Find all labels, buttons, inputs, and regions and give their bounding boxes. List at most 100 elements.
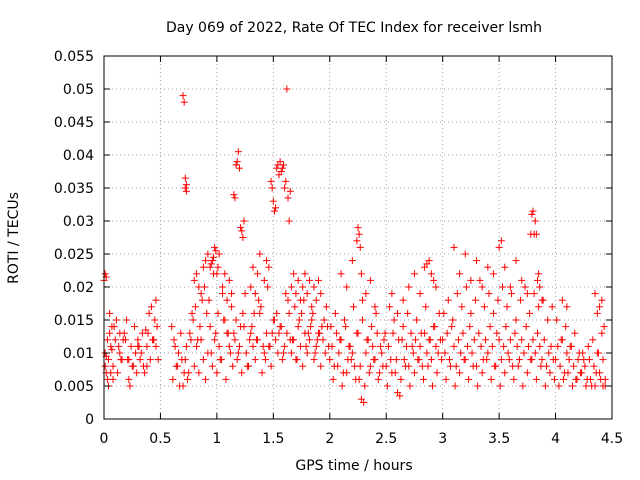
data-point	[247, 329, 255, 337]
data-point	[223, 329, 231, 337]
data-point	[360, 399, 368, 406]
data-point	[450, 243, 458, 251]
y-tick-label: 0.03	[63, 214, 94, 230]
data-point	[432, 283, 440, 291]
data-point	[404, 309, 412, 317]
data-point	[494, 296, 502, 304]
data-point	[489, 270, 497, 278]
data-point	[352, 375, 360, 383]
data-point	[178, 356, 186, 364]
data-point	[546, 369, 554, 377]
data-point	[334, 362, 342, 370]
data-point	[355, 230, 363, 238]
data-point	[230, 191, 238, 199]
data-point	[214, 309, 222, 317]
data-point	[240, 217, 248, 225]
x-tick-label: 2.5	[375, 431, 397, 447]
data-point	[235, 164, 243, 172]
data-point	[512, 257, 520, 265]
data-point	[241, 290, 249, 298]
data-point	[250, 309, 258, 317]
data-point	[299, 283, 307, 291]
data-point	[484, 349, 492, 357]
data-point	[231, 336, 239, 344]
data-point	[493, 329, 501, 337]
data-point	[110, 323, 118, 331]
data-point	[460, 356, 468, 364]
data-point	[517, 296, 525, 304]
data-point	[199, 356, 207, 364]
data-point	[282, 177, 290, 185]
data-point	[538, 356, 546, 364]
data-point	[378, 349, 386, 357]
data-point	[464, 342, 472, 350]
data-point	[134, 336, 142, 344]
data-point	[286, 187, 294, 195]
data-point	[538, 296, 546, 304]
data-point	[575, 349, 583, 357]
data-point	[153, 323, 161, 331]
data-point	[326, 356, 334, 364]
data-point	[345, 342, 353, 350]
data-point	[600, 323, 608, 331]
data-point	[112, 316, 120, 324]
data-point	[234, 148, 242, 156]
data-point	[127, 342, 135, 350]
data-point	[531, 349, 539, 357]
data-point	[195, 369, 203, 377]
data-point	[266, 342, 274, 350]
data-point	[243, 362, 251, 370]
data-point	[259, 342, 267, 350]
data-point	[548, 303, 556, 311]
y-tick-label: 0.005	[54, 379, 94, 395]
y-tick-label: 0.02	[63, 280, 94, 296]
x-tick-label: 2	[325, 431, 334, 447]
data-point	[212, 329, 220, 337]
data-point	[193, 270, 201, 278]
data-point	[204, 250, 212, 258]
data-point	[438, 356, 446, 364]
data-point	[361, 382, 369, 390]
data-point	[195, 283, 203, 291]
data-point	[529, 336, 537, 344]
data-point	[450, 342, 458, 350]
data-point	[371, 303, 379, 311]
data-point	[502, 323, 510, 331]
data-point	[184, 375, 192, 383]
data-point	[260, 276, 268, 284]
data-point	[348, 349, 356, 357]
data-point	[316, 329, 324, 337]
data-point	[284, 296, 292, 304]
data-point	[558, 296, 566, 304]
data-point	[270, 207, 278, 215]
data-point	[234, 349, 242, 357]
data-point	[211, 243, 219, 251]
data-point	[401, 362, 409, 370]
data-point	[210, 253, 218, 261]
data-point	[283, 85, 291, 93]
data-point	[459, 329, 467, 337]
data-point	[141, 369, 149, 377]
data-point	[106, 329, 114, 337]
data-point	[254, 270, 262, 278]
y-tick-label: 0.01	[63, 346, 94, 362]
data-point	[261, 356, 269, 364]
data-point	[275, 329, 283, 337]
data-point	[559, 375, 567, 383]
data-point	[233, 158, 241, 166]
data-point	[267, 177, 275, 185]
data-point	[524, 342, 532, 350]
data-point	[115, 342, 123, 350]
data-point	[582, 382, 590, 390]
data-point	[425, 257, 433, 265]
data-point	[188, 309, 196, 317]
data-point	[456, 369, 464, 377]
data-point	[396, 392, 404, 400]
data-point	[335, 349, 343, 357]
data-point	[249, 342, 257, 350]
data-point	[181, 184, 189, 192]
data-point	[445, 356, 453, 364]
data-point	[368, 323, 376, 331]
